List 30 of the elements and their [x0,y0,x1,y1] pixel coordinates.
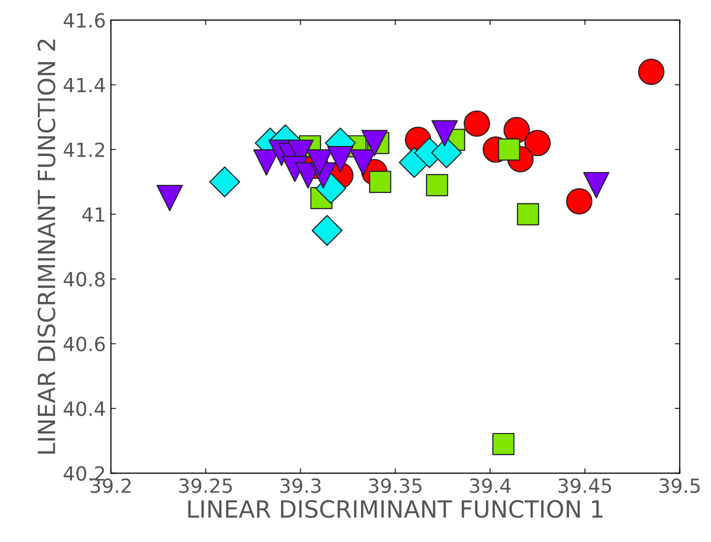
point [327,146,354,172]
point [492,432,514,456]
y-tick-label: 41.4 [64,78,105,92]
point [312,214,343,246]
y-tick-label: 41.6 [64,13,105,28]
x-tick-label: 39.4 [470,478,511,494]
point [638,58,664,86]
point [566,188,592,214]
y-tick-label: 41 [82,207,104,222]
y-tick-label: 41.2 [64,142,104,157]
point [361,130,388,156]
x-tick-label: 39.25 [179,478,232,494]
y-tick-label: 40.8 [64,272,105,287]
y-tick-label: 40.4 [64,401,105,416]
x-tick-label: 39.5 [660,478,700,494]
point [426,174,448,196]
point [431,137,462,168]
point [464,110,490,137]
x-tick-label: 39.45 [558,478,612,494]
x-tick-label: 39.3 [280,478,321,494]
x-tick-label: 39.35 [368,478,422,494]
x-axis-title: LINEAR DISCRIMINANT FUNCTION 1 [188,500,602,518]
point [524,130,551,156]
y-tick-label: 40.6 [64,336,105,352]
y-axis-title: LINEAR DISCRIMINANT FUNCTION 2 [38,40,56,454]
point [156,184,183,212]
point [583,172,610,198]
point [209,166,240,198]
point [431,120,458,146]
point [516,203,540,226]
